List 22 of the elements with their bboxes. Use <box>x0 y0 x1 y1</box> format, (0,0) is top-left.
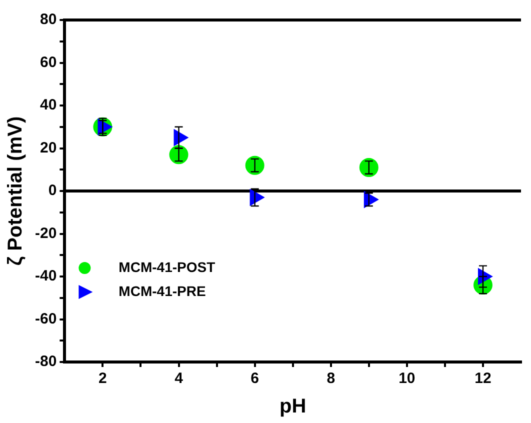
y-tick-label: 60 <box>40 54 57 71</box>
y-tick-label: 20 <box>40 139 57 156</box>
point <box>169 145 188 164</box>
y-tick-label: -60 <box>34 310 57 328</box>
y-tick-label: 40 <box>40 96 57 114</box>
y-tick-label: 80 <box>40 11 57 28</box>
legend-label: MCM-41-POST <box>118 258 216 275</box>
x-tick-label: 12 <box>474 370 492 388</box>
x-tick-label: 4 <box>174 370 184 388</box>
x-axis-title: pH <box>280 396 306 418</box>
y-tick-label: -40 <box>34 268 57 285</box>
legend-label: MCM-41-PRE <box>118 282 206 299</box>
point <box>245 156 264 175</box>
y-tick-label: 0 <box>48 182 57 200</box>
point <box>359 158 378 177</box>
x-tick-label: 6 <box>250 370 259 388</box>
y-tick-label: -80 <box>34 353 57 370</box>
y-axis-title: ζ Potential (mV) <box>4 116 27 266</box>
x-tick-label: 8 <box>326 370 336 388</box>
x-tick-label: 2 <box>98 370 107 388</box>
y-tick-label: -20 <box>34 224 57 242</box>
x-tick-label: 10 <box>398 370 416 388</box>
